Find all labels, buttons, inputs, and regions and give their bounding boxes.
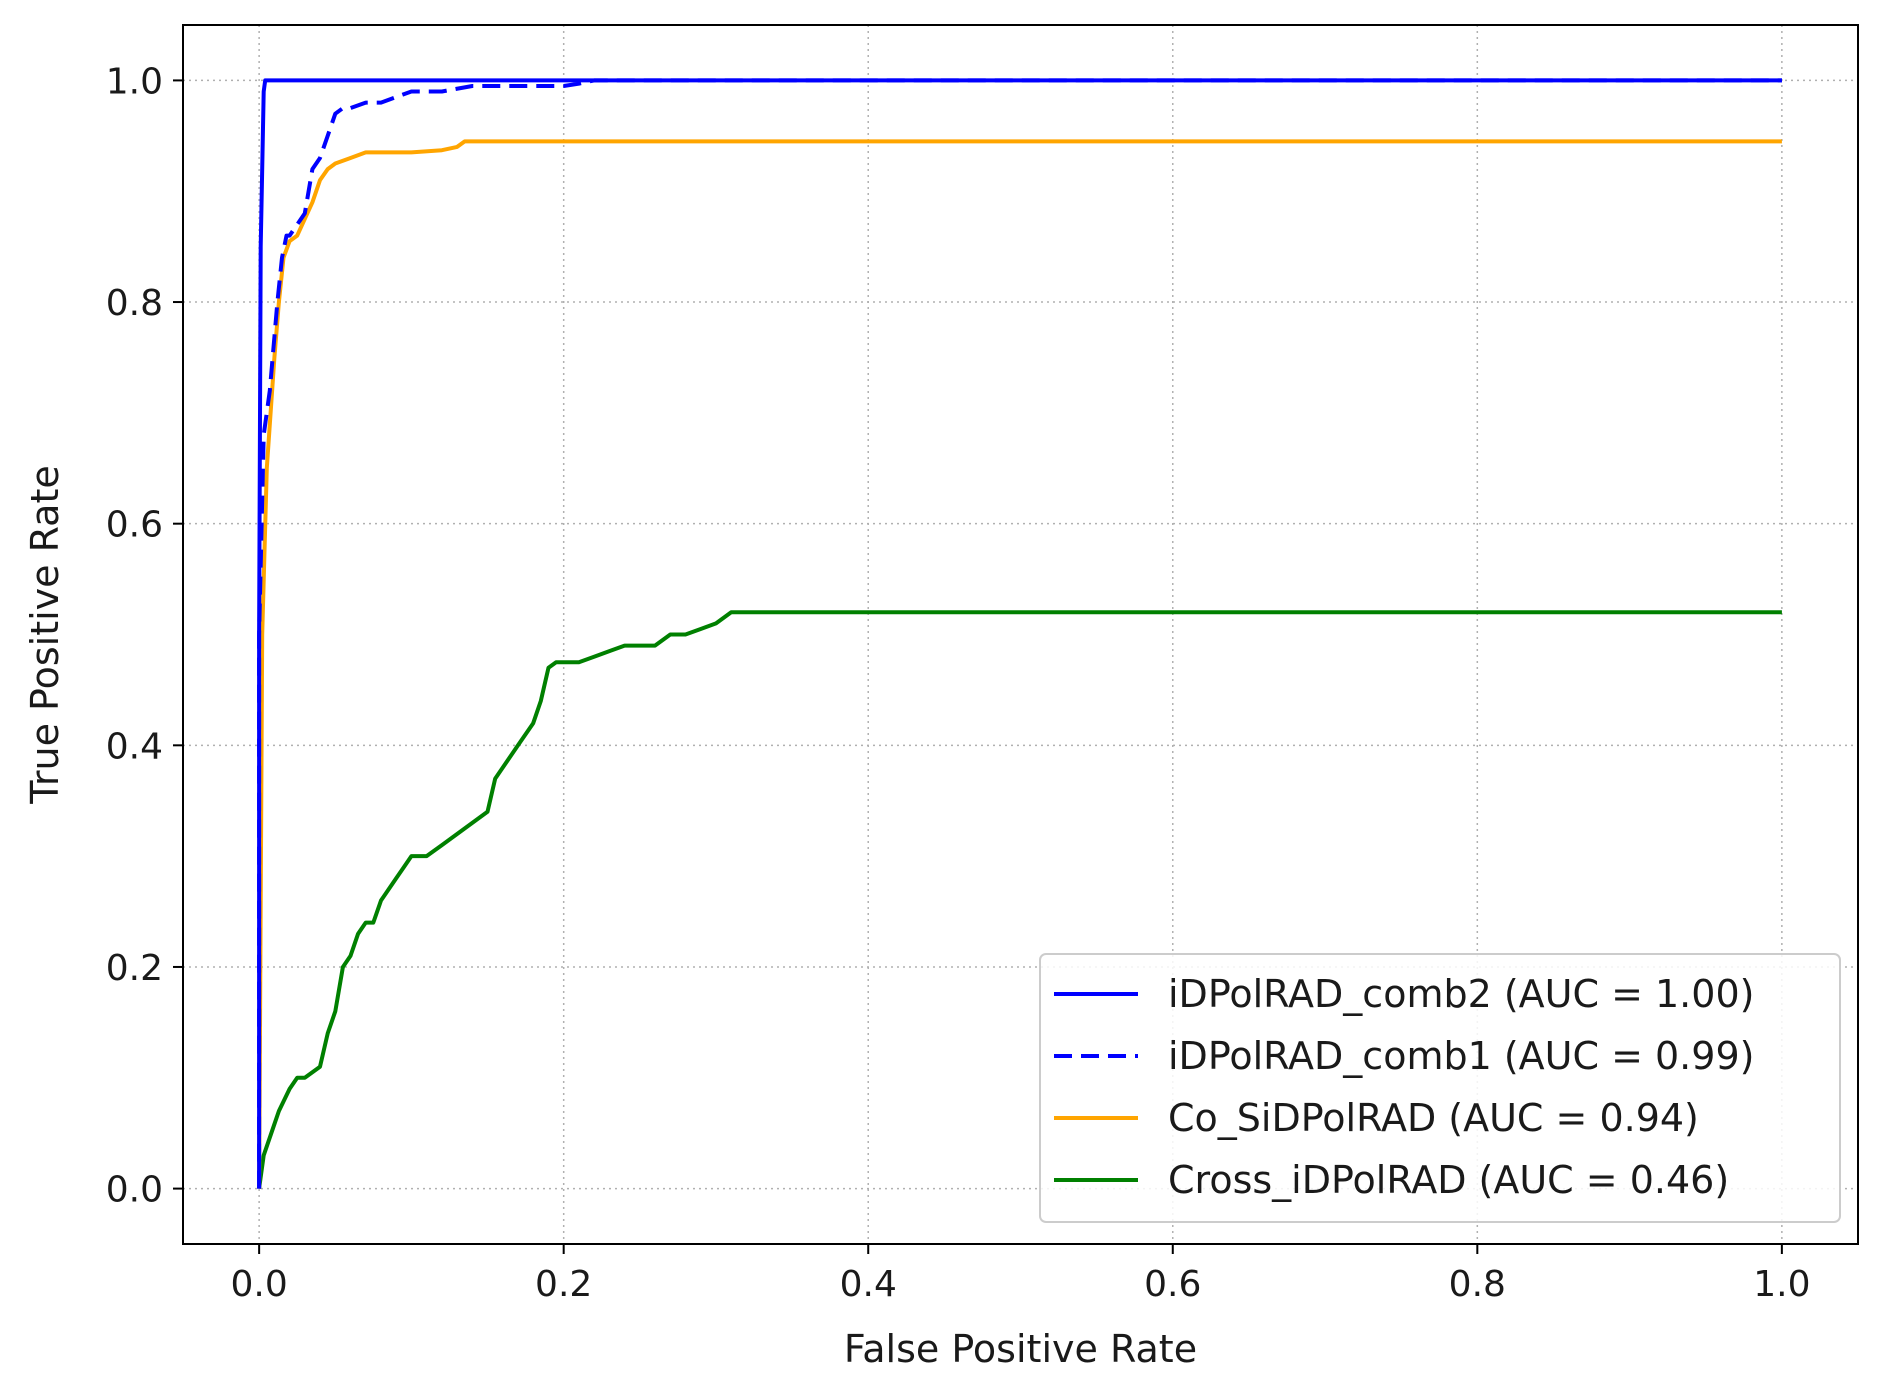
x-tick-label: 0.0 [231,1264,288,1305]
y-axis-label: True Positive Rate [23,465,67,805]
legend-label: iDPolRAD_comb1 (AUC = 0.99) [1168,1034,1754,1078]
legend: iDPolRAD_comb2 (AUC = 1.00) iDPolRAD_comb… [1039,953,1841,1223]
y-tick-label: 0.8 [106,283,163,324]
series-lines [257,78,1782,1189]
x-tick-label: 0.4 [840,1264,897,1305]
x-tick-label: 0.2 [535,1264,592,1305]
y-tick-label: 1.0 [106,61,163,102]
x-tick-label: 1.0 [1753,1264,1810,1305]
legend-label: Co_SiDPolRAD (AUC = 0.94) [1168,1096,1699,1140]
y-tick-label: 0.2 [106,948,163,989]
y-tick-label: 0.4 [106,726,163,767]
series-line-1 [257,78,1782,1189]
series-line-3 [257,610,1782,1189]
series-line-0 [257,78,1782,1189]
legend-box [1039,953,1841,1223]
x-tick-label: 0.6 [1144,1264,1201,1305]
x-axis-label: False Positive Rate [844,1327,1197,1371]
y-axis-ticks: 0.0 0.2 0.4 0.6 0.8 1.0 [106,61,183,1211]
x-tick-label: 0.8 [1449,1264,1506,1305]
y-tick-label: 0.6 [106,505,163,546]
legend-label: iDPolRAD_comb2 (AUC = 1.00) [1168,972,1754,1016]
x-axis-ticks: 0.0 0.2 0.4 0.6 0.8 1.0 [231,1244,1810,1305]
plot-frame [182,24,1859,1245]
legend-label: Cross_iDPolRAD (AUC = 0.46) [1168,1158,1729,1202]
y-tick-label: 0.0 [106,1170,163,1211]
